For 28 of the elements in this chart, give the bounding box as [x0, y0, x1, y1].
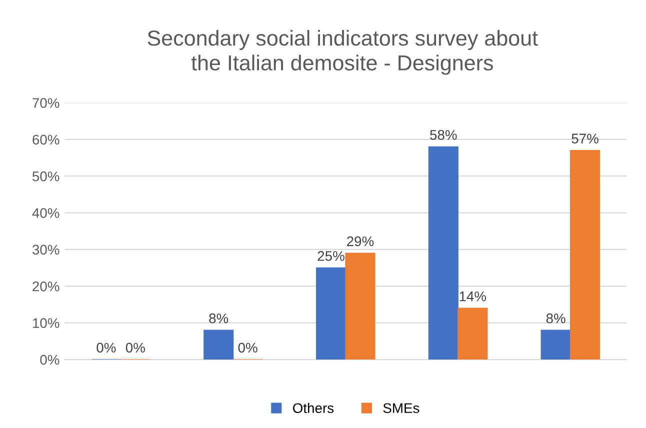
y-tick-label: 60%: [32, 134, 60, 145]
data-label: 14%: [460, 291, 486, 302]
data-label: 8%: [209, 313, 228, 324]
bar: [345, 252, 376, 360]
data-label: 57%: [572, 134, 598, 144]
bar: [428, 146, 458, 360]
bar: [458, 308, 488, 360]
data-label: 0%: [96, 342, 116, 353]
bar: [316, 267, 346, 360]
y-tick-label: 20%: [32, 281, 60, 292]
data-label: 29%: [347, 236, 374, 246]
y-tick-label: 50%: [32, 171, 60, 182]
legend-label: Others: [293, 402, 334, 414]
data-label: 58%: [430, 130, 457, 140]
bar: [570, 150, 600, 360]
bar: [540, 330, 571, 360]
y-tick-label: 70%: [32, 98, 60, 108]
data-label: 8%: [546, 313, 566, 324]
y-tick-label: 40%: [32, 208, 60, 218]
chart-title: Secondary social indicators survey about the Italian demosite - Designers: [148, 30, 538, 75]
data-label: 25%: [318, 251, 344, 261]
bar: [204, 330, 234, 360]
data-label: 0%: [238, 342, 258, 353]
y-tick-label: 10%: [33, 318, 60, 328]
y-tick-label: 30%: [32, 244, 60, 255]
data-label: 0%: [126, 342, 145, 353]
y-tick-label: 0%: [40, 354, 60, 365]
legend-label: SMEs: [383, 403, 420, 414]
